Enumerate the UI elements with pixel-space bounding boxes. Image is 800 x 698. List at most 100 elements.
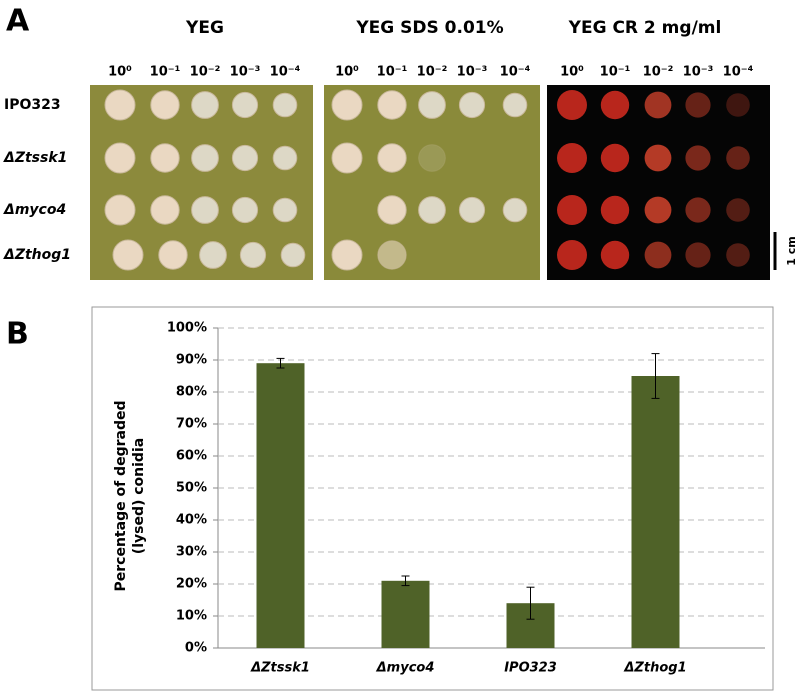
bar xyxy=(631,376,680,648)
colony xyxy=(231,144,259,172)
panel-label: B xyxy=(6,317,29,352)
y-tick-label: 100% xyxy=(167,321,207,336)
colony xyxy=(644,196,672,224)
colony xyxy=(557,195,587,225)
dilution-label: 10⁻¹ xyxy=(377,65,408,80)
x-tick-label: Δmyco4 xyxy=(376,661,435,676)
colony xyxy=(644,144,672,172)
x-tick-label: ΔZthog1 xyxy=(623,661,686,676)
colony xyxy=(557,90,587,120)
strain-label: ΔZthog1 xyxy=(3,247,71,263)
colony xyxy=(726,198,750,222)
bar xyxy=(256,363,305,648)
y-axis-label: Percentage of degraded (lysed) conidia xyxy=(113,400,147,592)
colony xyxy=(377,143,407,173)
dilution-label: 10⁰ xyxy=(108,65,132,80)
colony xyxy=(685,197,711,223)
colony xyxy=(600,240,630,270)
condition-label: YEG xyxy=(185,18,224,38)
y-tick-label: 40% xyxy=(176,513,207,528)
colony xyxy=(199,241,227,269)
y-tick-label: 10% xyxy=(176,609,207,624)
colony xyxy=(685,92,711,118)
y-tick-label: 80% xyxy=(176,385,207,400)
colony xyxy=(502,92,528,118)
dilution-label: 10⁻⁴ xyxy=(270,65,301,80)
dilution-label: 10⁻⁴ xyxy=(500,65,531,80)
colony xyxy=(112,239,144,271)
strain-label: ΔZtssk1 xyxy=(3,150,67,166)
colony xyxy=(458,91,486,119)
colony xyxy=(726,146,750,170)
dilution-label: 10⁻² xyxy=(417,65,448,80)
colony xyxy=(418,91,446,119)
y-tick-label: 50% xyxy=(176,481,207,496)
colony xyxy=(272,92,298,118)
x-tick-label: ΔZtssk1 xyxy=(250,661,310,676)
colony xyxy=(150,195,180,225)
colony xyxy=(377,195,407,225)
dilution-label: 10⁻³ xyxy=(683,65,714,80)
colony xyxy=(191,144,219,172)
colony xyxy=(377,240,407,270)
colony xyxy=(557,143,587,173)
strain-label: IPO323 xyxy=(4,97,61,113)
y-tick-label: 70% xyxy=(176,417,207,432)
colony xyxy=(331,142,363,174)
y-tick-label: 30% xyxy=(176,545,207,560)
dilution-label: 10⁻² xyxy=(190,65,221,80)
dilution-label: 10⁻³ xyxy=(457,65,488,80)
colony xyxy=(231,91,259,119)
y-tick-label: 0% xyxy=(185,641,207,656)
colony xyxy=(280,242,306,268)
colony xyxy=(600,143,630,173)
dilution-label: 10⁻² xyxy=(643,65,674,80)
colony xyxy=(191,91,219,119)
y-tick-label: 60% xyxy=(176,449,207,464)
colony xyxy=(191,196,219,224)
x-tick-label: IPO323 xyxy=(504,661,557,676)
condition-label: YEG SDS 0.01% xyxy=(355,18,503,38)
colony xyxy=(418,144,446,172)
bar xyxy=(381,580,430,648)
colony xyxy=(272,197,298,223)
y-tick-label: 20% xyxy=(176,577,207,592)
colony xyxy=(331,239,363,271)
colony xyxy=(150,90,180,120)
colony xyxy=(685,145,711,171)
colony xyxy=(418,196,446,224)
colony xyxy=(272,145,298,171)
colony xyxy=(557,240,587,270)
colony xyxy=(726,93,750,117)
dilution-label: 10⁻³ xyxy=(230,65,261,80)
colony xyxy=(231,196,259,224)
colony xyxy=(150,143,180,173)
colony xyxy=(331,89,363,121)
colony xyxy=(104,194,136,226)
scale-label: 1 cm xyxy=(785,236,798,265)
chart-frame xyxy=(91,306,774,691)
colony xyxy=(458,196,486,224)
colony xyxy=(600,195,630,225)
dilution-label: 10⁻⁴ xyxy=(723,65,754,80)
panel-label: A xyxy=(6,4,30,39)
y-tick-label: 90% xyxy=(176,353,207,368)
colony xyxy=(239,241,267,269)
colony xyxy=(644,241,672,269)
colony xyxy=(644,91,672,119)
dilution-label: 10⁻¹ xyxy=(600,65,631,80)
colony xyxy=(377,90,407,120)
colony xyxy=(685,242,711,268)
colony xyxy=(158,240,188,270)
colony xyxy=(104,142,136,174)
condition-label: YEG CR 2 mg/ml xyxy=(568,18,722,38)
dilution-label: 10⁻¹ xyxy=(150,65,181,80)
dilution-label: 10⁰ xyxy=(335,65,359,80)
colony xyxy=(726,243,750,267)
colony xyxy=(502,197,528,223)
colony xyxy=(600,90,630,120)
strain-label: Δmyco4 xyxy=(3,202,66,218)
colony xyxy=(104,89,136,121)
